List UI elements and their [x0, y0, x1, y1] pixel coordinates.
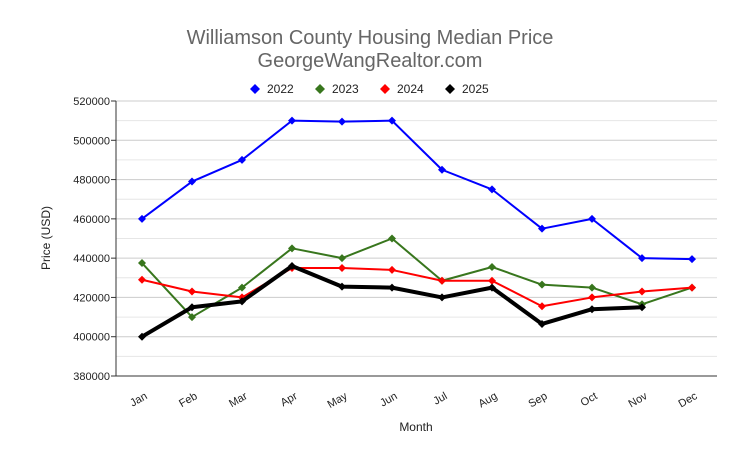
- y-tick-label: 440000: [73, 253, 110, 265]
- data-point: [538, 302, 546, 311]
- chart-subtitle: GeorgeWangRealtor.com: [258, 50, 483, 72]
- data-point: [688, 283, 696, 292]
- legend-marker: [315, 84, 325, 94]
- y-tick-label: 420000: [73, 292, 110, 304]
- y-axis: 380000 400000 420000 440000 460000 480000 5000…: [73, 96, 117, 383]
- legend-label: 2025: [462, 82, 489, 96]
- data-point: [138, 259, 146, 268]
- x-tick-label: Sep: [527, 390, 550, 410]
- series-line: [141, 237, 693, 319]
- x-tick-label: Dec: [677, 390, 700, 410]
- data-point: [288, 116, 296, 125]
- data-point: [438, 276, 446, 285]
- x-tick-label: Feb: [177, 390, 199, 410]
- x-tick-label: Jul: [431, 390, 449, 407]
- legend-label: 2024: [397, 82, 424, 96]
- data-point: [388, 116, 396, 125]
- data-point: [538, 319, 546, 328]
- y-tick-label: 400000: [73, 332, 110, 344]
- legend-marker: [380, 84, 390, 94]
- series-2022: [138, 116, 696, 264]
- y-tick-label: 500000: [73, 135, 110, 147]
- x-tick-label: Apr: [279, 390, 300, 409]
- series-2025: [138, 262, 646, 341]
- data-point: [488, 262, 496, 271]
- data-point: [388, 265, 396, 274]
- data-point: [638, 254, 646, 263]
- series-line: [141, 119, 693, 261]
- data-point: [188, 177, 196, 186]
- data-point: [238, 283, 246, 292]
- data-point: [138, 332, 146, 341]
- x-tick-label: May: [326, 390, 350, 411]
- x-tick-label: Oct: [579, 390, 600, 409]
- data-point: [638, 303, 646, 312]
- data-point: [438, 293, 446, 302]
- data-point: [188, 313, 196, 322]
- data-point: [588, 214, 596, 223]
- y-tick-label: 380000: [73, 371, 110, 383]
- data-point: [288, 262, 296, 270]
- legend-marker: [445, 84, 455, 94]
- data-point: [488, 283, 496, 292]
- gridlines: [116, 100, 717, 377]
- data-point: [238, 297, 246, 306]
- y-tick-label: 520000: [73, 96, 110, 108]
- data-point: [388, 234, 396, 243]
- data-point: [288, 244, 296, 253]
- data-point: [538, 224, 546, 233]
- legend-label: 2023: [332, 82, 359, 96]
- data-point: [338, 254, 346, 263]
- data-point: [488, 276, 496, 285]
- legend-marker: [250, 84, 260, 94]
- series-line: [141, 266, 693, 308]
- x-axis-label: Month: [399, 420, 432, 434]
- data-point: [588, 305, 596, 314]
- data-point: [338, 117, 346, 126]
- data-point: [688, 255, 696, 264]
- y-axis-label: Price (USD): [39, 206, 53, 270]
- data-point: [388, 283, 396, 292]
- chart-title: Williamson County Housing Median Price: [187, 27, 554, 49]
- series-2023: [138, 234, 696, 322]
- data-point: [138, 214, 146, 223]
- data-point: [188, 303, 196, 312]
- x-tick-label: Aug: [477, 390, 500, 410]
- data-point: [488, 185, 496, 194]
- data-point: [538, 280, 546, 289]
- data-point: [588, 283, 596, 292]
- x-tick-label: Nov: [627, 390, 650, 410]
- x-tick-label: Mar: [227, 390, 250, 410]
- data-point: [188, 287, 196, 296]
- legend-label: 2022: [267, 82, 294, 96]
- data-point: [338, 263, 346, 272]
- x-axis: Jan Feb Mar Apr May Jun Jul Aug Sep Oct Nov Dec: [116, 375, 717, 411]
- x-tick-label: Jan: [128, 390, 149, 409]
- legend: 2022 2023 2024 2025: [250, 82, 489, 96]
- data-point: [138, 275, 146, 284]
- y-tick-label: 480000: [73, 175, 110, 187]
- x-tick-label: Jun: [378, 390, 399, 409]
- data-point: [438, 165, 446, 174]
- series-group: [138, 116, 696, 341]
- data-point: [638, 287, 646, 296]
- data-point: [238, 155, 246, 164]
- data-point: [588, 293, 596, 302]
- data-point: [338, 282, 346, 291]
- y-tick-label: 460000: [73, 214, 110, 226]
